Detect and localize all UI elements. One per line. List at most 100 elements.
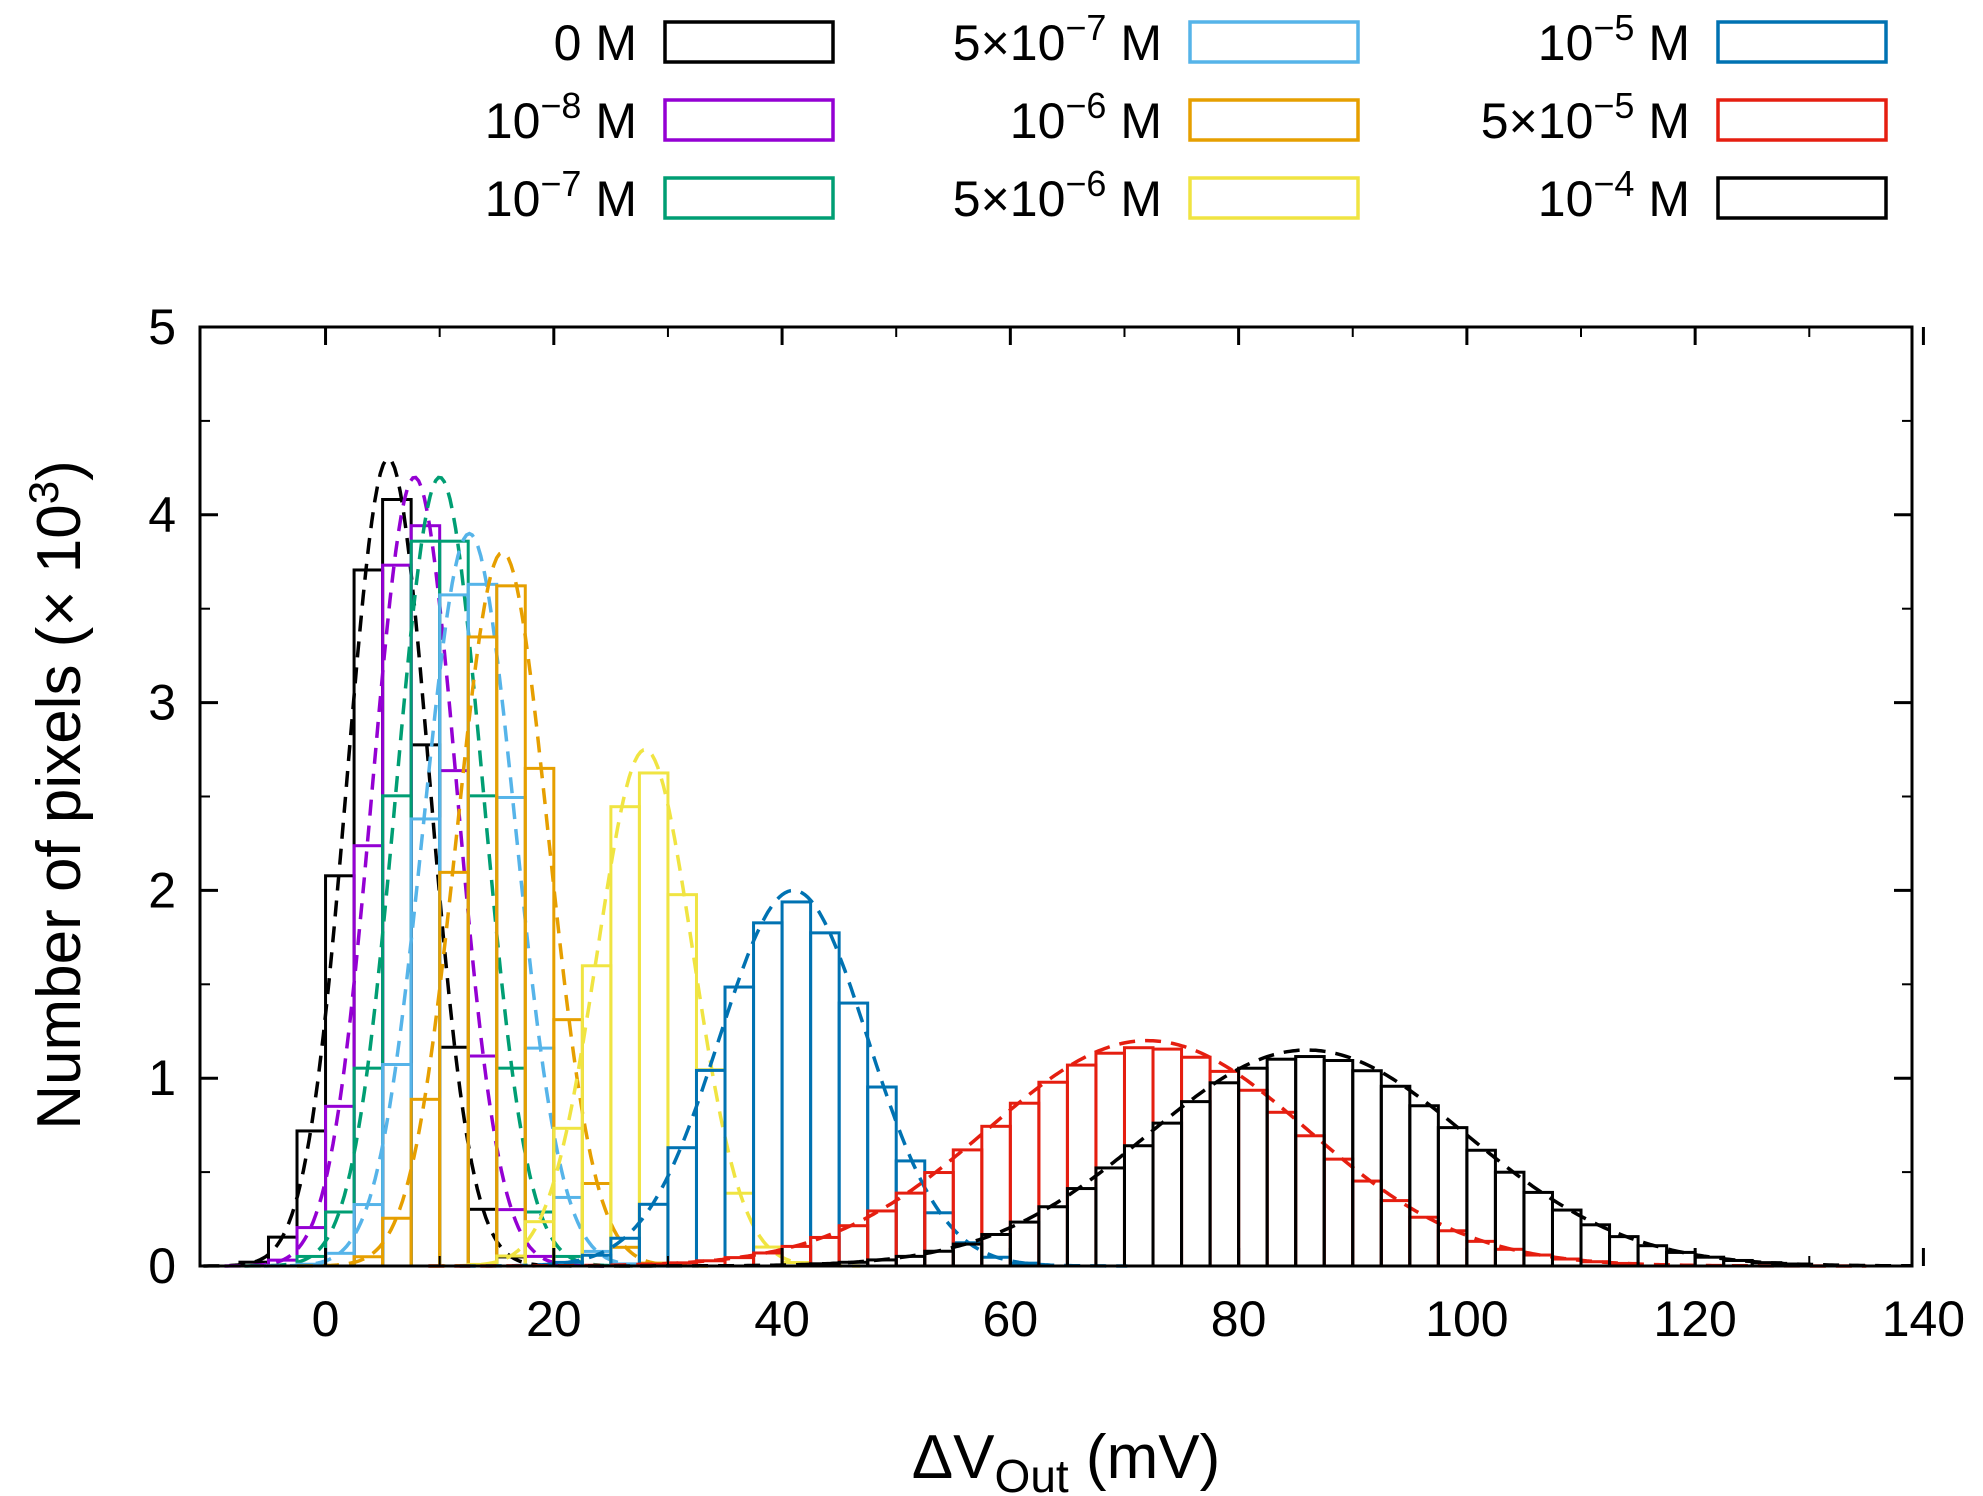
legend-item-7: 5×10−5 M bbox=[1481, 85, 1888, 149]
gaussian-fit-curve bbox=[428, 1038, 1867, 1268]
histogram-bar bbox=[1408, 1215, 1440, 1268]
histogram-bar bbox=[1465, 1148, 1497, 1268]
legend-label-exp: −7 bbox=[1065, 7, 1106, 48]
x-tick-label: 20 bbox=[526, 1291, 582, 1347]
histogram-bar bbox=[666, 1146, 698, 1268]
histogram-bar bbox=[523, 1046, 556, 1268]
histogram-bar bbox=[666, 893, 698, 1268]
legend-label-exp: −5 bbox=[1593, 7, 1634, 48]
legend-label: 5×10−6 M bbox=[953, 163, 1162, 227]
y-tick-label: 4 bbox=[148, 487, 176, 543]
y-axis-label-main: Number of pixels (× 10 bbox=[25, 504, 94, 1129]
legend-swatch bbox=[663, 176, 835, 220]
gaussian-fit-curve bbox=[588, 1048, 1912, 1268]
histogram-bar bbox=[609, 805, 641, 1268]
legend-label-base: 10 bbox=[485, 171, 541, 227]
histogram-bar bbox=[1037, 1080, 1069, 1268]
x-tick-label: 0 bbox=[312, 1291, 340, 1347]
legend-label-unit: M bbox=[581, 93, 637, 149]
histogram-bar bbox=[694, 1068, 727, 1268]
histogram-bar bbox=[1208, 1069, 1241, 1268]
y-tick-label: 2 bbox=[148, 862, 176, 918]
y-tick-label: 5 bbox=[148, 299, 176, 355]
histogram-bar bbox=[381, 1062, 413, 1268]
histogram-bar bbox=[1465, 1239, 1497, 1268]
legend-label: 5×10−5 M bbox=[1481, 85, 1690, 149]
y-axis-label: Number of pixels (× 103) bbox=[20, 460, 94, 1129]
histogram-bar bbox=[1237, 1066, 1269, 1268]
legend-label: 10−6 M bbox=[1010, 85, 1162, 149]
histogram-bar bbox=[1379, 1199, 1412, 1268]
histogram-bar bbox=[1294, 1134, 1326, 1268]
x-tick-label: 100 bbox=[1425, 1291, 1508, 1347]
histogram-bar bbox=[637, 771, 670, 1268]
histogram-bar bbox=[1265, 1110, 1298, 1268]
x-axis-label: ΔVOut (mV) bbox=[912, 1423, 1220, 1496]
y-tick-label: 1 bbox=[148, 1050, 176, 1106]
histogram-bar bbox=[409, 743, 442, 1268]
legend-label: 5×10−7 M bbox=[953, 7, 1162, 71]
histogram-bar bbox=[1379, 1084, 1412, 1268]
legend-item-3: 5×10−7 M bbox=[953, 7, 1360, 71]
histogram-bar bbox=[1208, 1081, 1241, 1268]
legend-swatch bbox=[1716, 98, 1888, 142]
legend-swatch bbox=[663, 20, 835, 64]
legend-label-unit: M bbox=[581, 171, 637, 227]
histogram-bar bbox=[466, 1207, 499, 1268]
legend-label-exp: −5 bbox=[1593, 85, 1634, 126]
histogram-bar bbox=[923, 1211, 955, 1268]
histogram-bar bbox=[1493, 1170, 1526, 1268]
histogram-bar bbox=[381, 794, 413, 1268]
histogram-bar bbox=[1436, 1229, 1469, 1268]
legend-item-6: 10−5 M bbox=[1538, 7, 1888, 71]
legend-swatch bbox=[1188, 98, 1360, 142]
y-tick-label: 0 bbox=[148, 1238, 176, 1294]
legend-item-2: 10−7 M bbox=[485, 163, 835, 227]
histogram-bar bbox=[1094, 1166, 1126, 1268]
gaussian-fit-curve bbox=[429, 747, 861, 1268]
x-tick-label: 80 bbox=[1211, 1291, 1267, 1347]
legend-label: 10−7 M bbox=[485, 163, 637, 227]
plot-marks bbox=[203, 456, 1912, 1268]
histogram-bar bbox=[1493, 1247, 1526, 1268]
gaussian-fit-curve bbox=[263, 531, 675, 1268]
histogram-bar bbox=[381, 1216, 413, 1268]
legend-label-base: 10 bbox=[1010, 93, 1066, 149]
legend-swatch bbox=[1188, 176, 1360, 220]
x-tick-label: 140 bbox=[1882, 1291, 1965, 1347]
histogram-bar bbox=[1037, 1205, 1069, 1268]
legend-label-unit: M bbox=[1106, 15, 1162, 71]
x-tick-label: 40 bbox=[754, 1291, 810, 1347]
series-7 bbox=[428, 1038, 1867, 1268]
y-axis-label-end: ) bbox=[25, 460, 94, 481]
histogram-bar bbox=[980, 1232, 1012, 1268]
histogram-bar bbox=[438, 1045, 470, 1268]
legend-item-5: 5×10−6 M bbox=[953, 163, 1360, 227]
histogram-bar bbox=[409, 1097, 442, 1268]
histogram-bar bbox=[1008, 1220, 1041, 1268]
gaussian-fit-curve bbox=[224, 475, 604, 1268]
histogram-bar bbox=[1094, 1051, 1126, 1268]
legend-label-base: 0 M bbox=[554, 15, 637, 71]
histogram-bar bbox=[1008, 1101, 1041, 1268]
histogram-bar bbox=[1265, 1057, 1298, 1268]
legend-label: 0 M bbox=[554, 15, 637, 71]
legend-label-exp: −7 bbox=[540, 163, 581, 204]
legend-label-base: 10 bbox=[485, 93, 541, 149]
x-tick-label: 120 bbox=[1653, 1291, 1736, 1347]
x-axis-label-suffix: (mV) bbox=[1069, 1423, 1221, 1492]
histogram-bar bbox=[1522, 1253, 1554, 1268]
gaussian-fit-curve bbox=[459, 888, 1128, 1268]
histogram-bar bbox=[1436, 1126, 1469, 1268]
legend-label-base: 10 bbox=[1538, 171, 1594, 227]
legend-item-8: 10−4 M bbox=[1538, 163, 1888, 227]
legend-label-base: 10 bbox=[1538, 15, 1594, 71]
histogram-bar bbox=[752, 921, 784, 1268]
legend-label-exp: −6 bbox=[1065, 163, 1106, 204]
legend-item-1: 10−8 M bbox=[485, 85, 835, 149]
legend-label-exp: −8 bbox=[540, 85, 581, 126]
histogram-bar bbox=[1065, 1063, 1098, 1268]
histogram-bar bbox=[809, 931, 841, 1268]
legend-item-4: 10−6 M bbox=[1010, 85, 1360, 149]
